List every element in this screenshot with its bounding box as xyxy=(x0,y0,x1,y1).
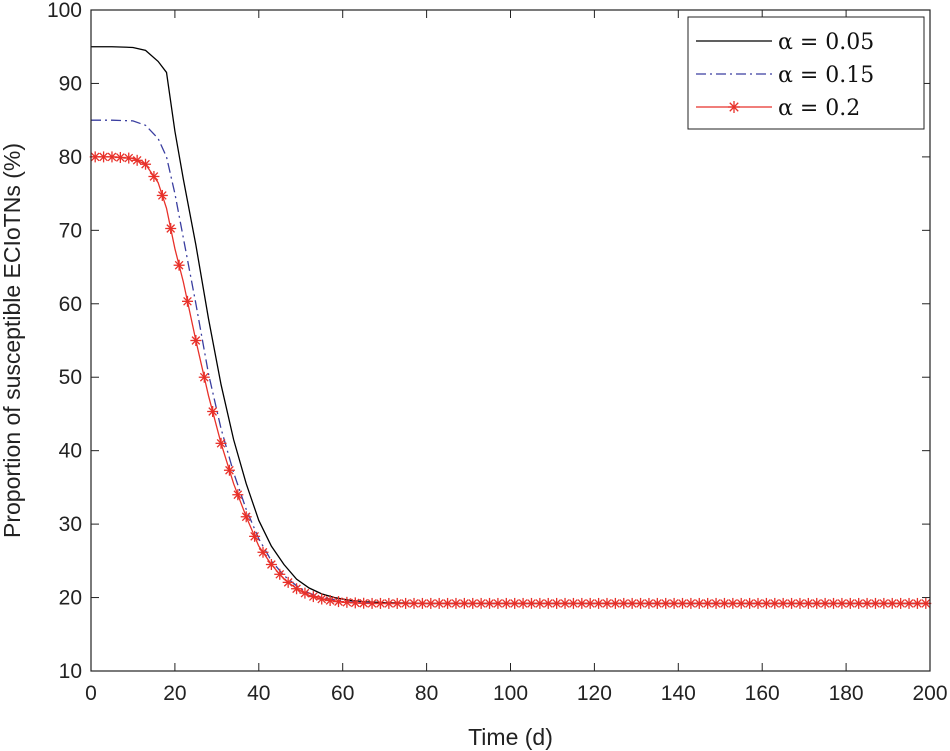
asterisk-marker xyxy=(433,597,445,609)
x-tick-label: 160 xyxy=(745,682,780,705)
asterisk-marker xyxy=(383,597,395,609)
asterisk-marker xyxy=(156,189,168,201)
asterisk-marker xyxy=(190,335,202,346)
y-tick-label: 80 xyxy=(59,146,82,169)
legend-box xyxy=(687,16,925,130)
x-tick-label: 100 xyxy=(493,682,528,705)
series-line-1 xyxy=(91,46,930,605)
asterisk-marker xyxy=(207,405,219,417)
y-tick-label: 30 xyxy=(59,513,82,536)
asterisk-marker xyxy=(282,576,294,588)
asterisk-marker xyxy=(165,222,177,234)
x-tick-label: 20 xyxy=(163,682,186,705)
asterisk-marker xyxy=(903,597,915,609)
y-axis-label: Proportion of susceptible ECIoTNs (%) xyxy=(0,143,25,538)
asterisk-marker xyxy=(215,437,227,449)
legend-entry: α = 0.05 xyxy=(696,30,874,55)
asterisk-marker xyxy=(181,295,193,307)
asterisk-marker xyxy=(265,559,277,571)
asterisk-marker xyxy=(249,530,261,542)
asterisk-marker xyxy=(240,511,252,523)
y-tick-label: 10 xyxy=(59,660,82,683)
series-line-3 xyxy=(91,156,930,605)
asterisk-marker xyxy=(257,546,269,558)
asterisk-marker xyxy=(651,597,663,609)
asterisk-marker xyxy=(525,597,537,609)
x-axis-label: Time (d) xyxy=(468,724,553,750)
y-tick-label: 90 xyxy=(59,72,82,95)
y-tick-label: 40 xyxy=(59,440,82,463)
x-tick-label: 60 xyxy=(331,682,354,705)
series-markers-3 xyxy=(89,151,932,609)
asterisk-marker xyxy=(727,597,739,609)
asterisk-marker xyxy=(324,594,336,606)
y-tick-label: 70 xyxy=(59,219,82,242)
x-tick-label: 120 xyxy=(577,682,612,705)
asterisk-marker xyxy=(299,587,311,599)
asterisk-marker xyxy=(291,583,303,595)
x-tick-label: 40 xyxy=(247,682,270,705)
legend-label: α = 0.2 xyxy=(778,96,860,121)
asterisk-marker xyxy=(601,597,613,609)
asterisk-marker xyxy=(760,597,772,609)
asterisk-marker xyxy=(131,154,143,166)
x-tick-label: 180 xyxy=(829,682,864,705)
asterisk-marker xyxy=(232,489,244,501)
legend-label: α = 0.15 xyxy=(778,63,874,88)
x-tick-label: 0 xyxy=(85,682,97,705)
asterisk-marker xyxy=(173,259,185,271)
series-layer xyxy=(89,46,932,609)
asterisk-marker xyxy=(534,597,546,609)
x-tick-label: 80 xyxy=(415,682,438,705)
asterisk-marker xyxy=(333,596,345,608)
asterisk-marker xyxy=(920,597,932,609)
y-tick-label: 50 xyxy=(59,366,82,389)
asterisk-marker xyxy=(819,597,831,609)
asterisk-marker xyxy=(786,597,798,609)
asterisk-marker xyxy=(140,158,152,170)
x-tick-label: 200 xyxy=(912,682,947,705)
asterisk-marker xyxy=(307,591,319,603)
x-tick-label: 140 xyxy=(661,682,696,705)
legend-entry: α = 0.15 xyxy=(696,63,874,88)
y-tick-label: 60 xyxy=(59,293,82,316)
asterisk-marker xyxy=(223,464,235,476)
legend: α = 0.05 α = 0.15 α = 0.2 xyxy=(687,16,925,130)
asterisk-marker xyxy=(728,101,740,113)
asterisk-marker xyxy=(484,597,496,609)
asterisk-marker xyxy=(274,568,286,580)
asterisk-marker xyxy=(198,371,210,383)
asterisk-marker xyxy=(718,597,730,609)
asterisk-marker xyxy=(467,597,479,609)
legend-entry: α = 0.2 xyxy=(696,96,860,121)
asterisk-marker xyxy=(114,151,126,163)
legend-label: α = 0.05 xyxy=(778,30,874,55)
asterisk-marker xyxy=(400,597,412,609)
asterisk-marker xyxy=(450,597,462,609)
asterisk-marker xyxy=(660,597,672,609)
asterisk-marker xyxy=(148,170,160,182)
asterisk-marker xyxy=(836,597,848,609)
plot-frame xyxy=(90,9,931,672)
asterisk-marker xyxy=(106,151,118,163)
asterisk-marker xyxy=(123,152,135,164)
y-axis-ticks: 10 20 30 40 50 60 70 80 90 100 xyxy=(47,0,930,683)
asterisk-marker xyxy=(316,593,328,605)
asterisk-marker xyxy=(811,597,823,609)
x-axis-ticks: 0 20 40 60 80 100 120 140 160 180 200 xyxy=(85,10,948,705)
y-tick-label: 20 xyxy=(59,587,82,610)
y-tick-label: 100 xyxy=(47,0,82,22)
asterisk-marker xyxy=(98,151,110,163)
